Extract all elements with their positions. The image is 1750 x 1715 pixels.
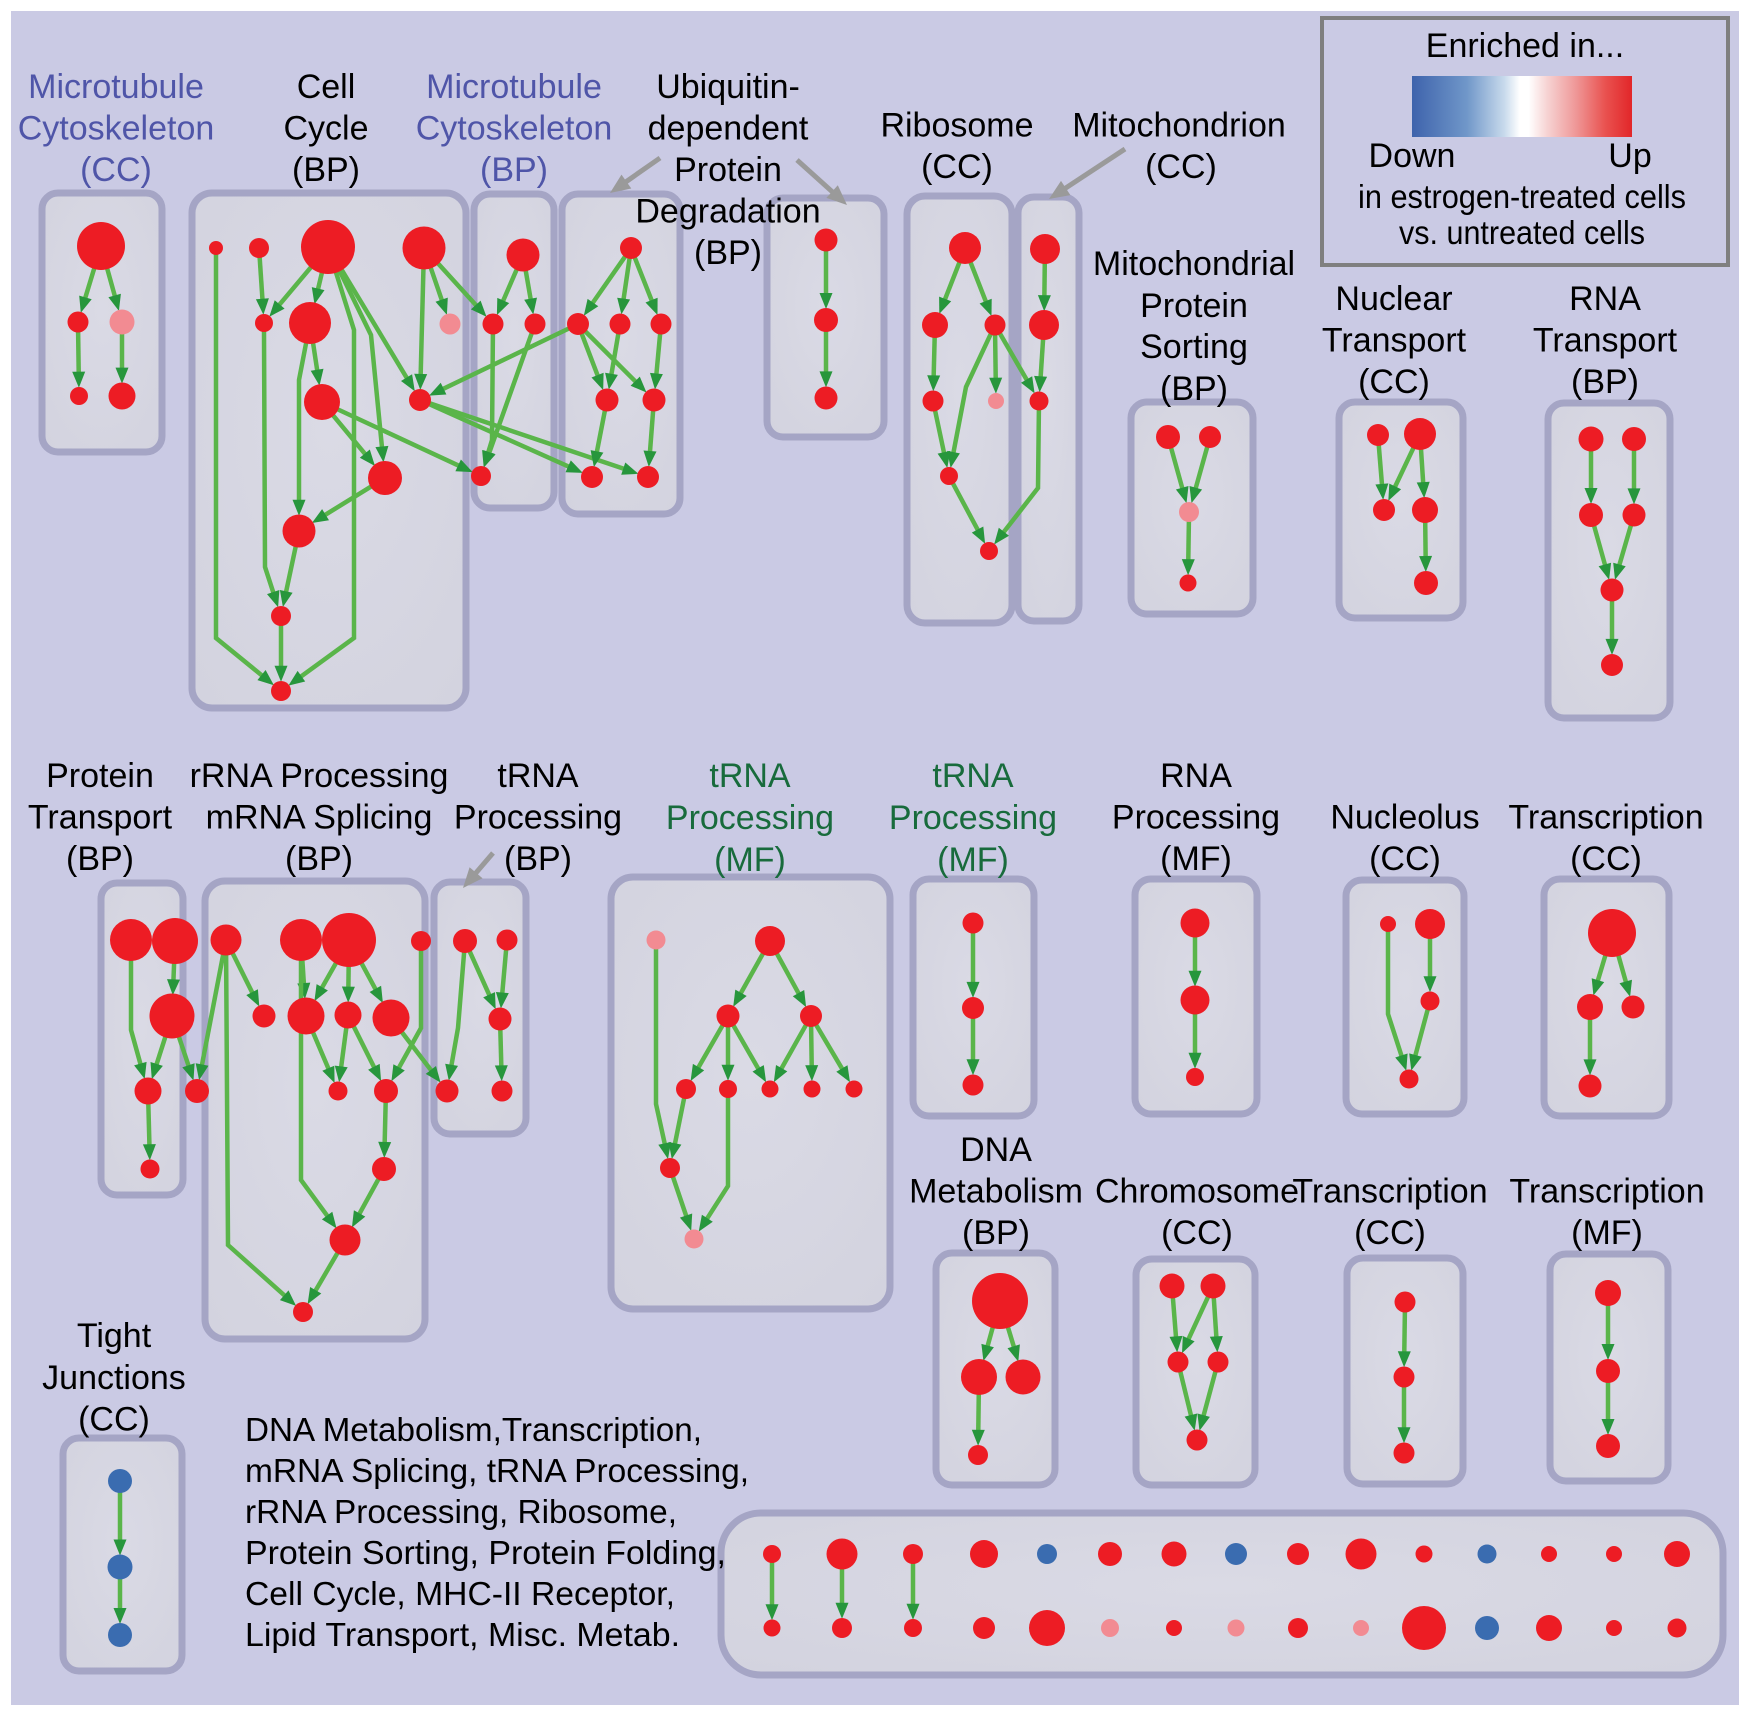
svg-text:vs. untreated cells: vs. untreated cells (1399, 214, 1645, 251)
svg-text:(BP): (BP) (1160, 370, 1228, 408)
svg-text:(CC): (CC) (1161, 1214, 1233, 1252)
svg-text:Protein: Protein (1140, 287, 1248, 325)
svg-text:Ubiquitin-: Ubiquitin- (656, 68, 800, 106)
svg-text:rRNA Processing, Ribosome,: rRNA Processing, Ribosome, (245, 1493, 677, 1530)
svg-text:Nucleolus: Nucleolus (1330, 799, 1479, 837)
svg-text:Cytoskeleton: Cytoskeleton (416, 110, 613, 148)
svg-text:Microtubule: Microtubule (426, 68, 602, 106)
svg-text:Transcription: Transcription (1508, 799, 1703, 837)
svg-text:(CC): (CC) (1354, 1214, 1426, 1252)
svg-text:(BP): (BP) (480, 151, 548, 189)
svg-text:Transport: Transport (28, 799, 173, 837)
svg-text:Protein: Protein (674, 151, 782, 189)
svg-text:Tight: Tight (77, 1317, 152, 1355)
svg-text:tRNA: tRNA (497, 757, 579, 795)
svg-text:(BP): (BP) (66, 840, 134, 878)
svg-text:(MF): (MF) (937, 841, 1009, 879)
svg-text:tRNA: tRNA (932, 757, 1014, 795)
svg-text:(BP): (BP) (504, 840, 572, 878)
svg-text:(CC): (CC) (80, 151, 152, 189)
svg-text:(CC): (CC) (1358, 363, 1430, 401)
svg-text:(MF): (MF) (1160, 840, 1232, 878)
svg-text:(BP): (BP) (694, 234, 762, 272)
svg-text:(BP): (BP) (1571, 363, 1639, 401)
svg-text:mRNA Splicing: mRNA Splicing (206, 799, 433, 837)
svg-text:tRNA: tRNA (709, 757, 791, 795)
svg-text:Cell Cycle, MHC-II Receptor,: Cell Cycle, MHC-II Receptor, (245, 1575, 675, 1612)
svg-text:Metabolism: Metabolism (909, 1173, 1083, 1211)
svg-text:Transport: Transport (1533, 322, 1678, 360)
svg-text:Cytoskeleton: Cytoskeleton (18, 110, 215, 148)
svg-text:Cycle: Cycle (283, 110, 368, 148)
svg-text:(BP): (BP) (962, 1214, 1030, 1252)
svg-text:(CC): (CC) (78, 1401, 150, 1439)
svg-text:Protein Sorting, Protein Foldi: Protein Sorting, Protein Folding, (245, 1534, 726, 1571)
svg-text:(MF): (MF) (714, 841, 786, 879)
svg-text:Up: Up (1608, 137, 1651, 175)
svg-text:Processing: Processing (1112, 799, 1280, 837)
svg-text:Transport: Transport (1322, 322, 1467, 360)
svg-text:dependent: dependent (648, 110, 809, 148)
svg-text:Chromosome: Chromosome (1095, 1173, 1299, 1211)
svg-text:Enriched in...: Enriched in... (1426, 27, 1624, 65)
svg-text:Junctions: Junctions (42, 1359, 186, 1397)
svg-text:Microtubule: Microtubule (28, 68, 204, 106)
svg-text:RNA: RNA (1160, 757, 1232, 795)
svg-text:Lipid Transport, Misc. Metab.: Lipid Transport, Misc. Metab. (245, 1616, 680, 1653)
svg-text:Mitochondrion: Mitochondrion (1072, 107, 1286, 145)
svg-text:Sorting: Sorting (1140, 328, 1248, 366)
svg-text:(CC): (CC) (1570, 840, 1642, 878)
svg-text:in estrogen-treated cells: in estrogen-treated cells (1358, 178, 1686, 215)
svg-text:(BP): (BP) (292, 151, 360, 189)
svg-text:(MF): (MF) (1571, 1214, 1643, 1252)
svg-text:Processing: Processing (889, 799, 1057, 837)
svg-text:(CC): (CC) (921, 148, 993, 186)
svg-text:rRNA Processing: rRNA Processing (190, 757, 449, 795)
svg-text:DNA: DNA (960, 1131, 1032, 1169)
svg-text:mRNA Splicing, tRNA Processing: mRNA Splicing, tRNA Processing, (245, 1452, 749, 1489)
svg-text:Cell: Cell (297, 68, 356, 106)
svg-text:Protein: Protein (46, 757, 154, 795)
svg-text:DNA Metabolism,Transcription,: DNA Metabolism,Transcription, (245, 1411, 702, 1448)
svg-text:(CC): (CC) (1145, 148, 1217, 186)
svg-text:Processing: Processing (454, 799, 622, 837)
svg-text:Degradation: Degradation (635, 193, 820, 231)
svg-text:Transcription: Transcription (1292, 1173, 1487, 1211)
svg-text:(BP): (BP) (285, 840, 353, 878)
svg-text:Ribosome: Ribosome (880, 107, 1033, 145)
svg-text:Nuclear: Nuclear (1335, 280, 1452, 318)
svg-text:RNA: RNA (1569, 280, 1641, 318)
svg-text:Processing: Processing (666, 799, 834, 837)
svg-text:Down: Down (1369, 137, 1456, 175)
svg-text:(CC): (CC) (1369, 840, 1441, 878)
svg-text:Mitochondrial: Mitochondrial (1093, 245, 1295, 283)
svg-text:Transcription: Transcription (1509, 1173, 1704, 1211)
